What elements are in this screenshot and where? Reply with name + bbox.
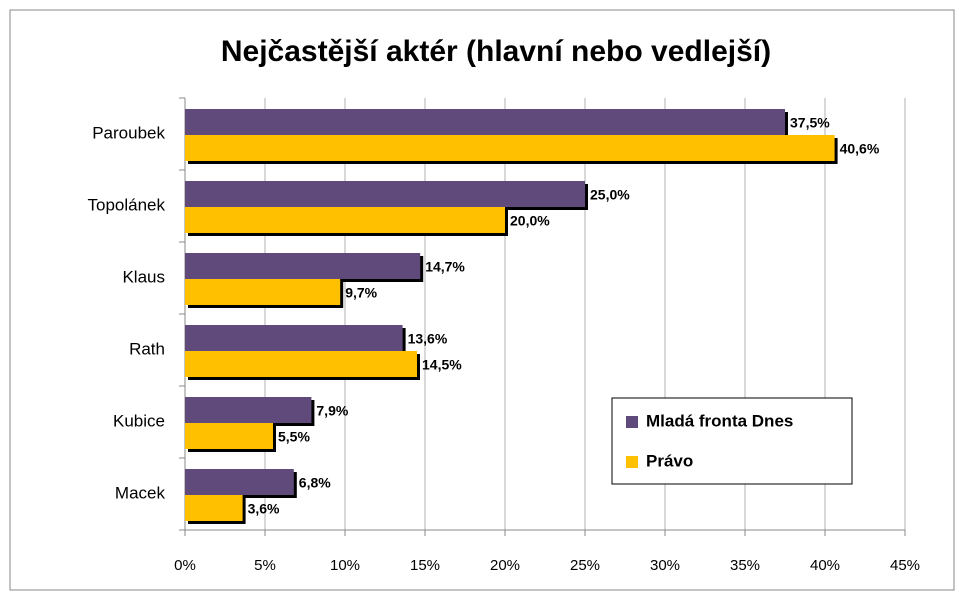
value-label: 3,6% xyxy=(248,501,280,517)
x-tick-label: 20% xyxy=(490,557,520,574)
chart-title: Nejčastější aktér (hlavní nebo vedlejší) xyxy=(221,35,771,68)
value-label: 9,7% xyxy=(345,285,377,301)
x-tick-label: 40% xyxy=(810,557,840,574)
x-tick-label: 25% xyxy=(570,557,600,574)
bar xyxy=(185,397,312,423)
y-tick-label: Kubice xyxy=(113,411,165,430)
x-tick-label: 15% xyxy=(410,557,440,574)
bar xyxy=(185,135,835,161)
bar xyxy=(185,351,417,377)
bar xyxy=(185,181,585,207)
x-tick-label: 10% xyxy=(330,557,360,574)
y-tick-label: Topolánek xyxy=(87,195,165,214)
legend-swatch xyxy=(626,416,638,428)
value-label: 13,6% xyxy=(408,331,448,347)
x-tick-label: 35% xyxy=(730,557,760,574)
value-label: 40,6% xyxy=(840,141,880,157)
bar xyxy=(185,207,505,233)
legend-label: Mladá fronta Dnes xyxy=(646,411,793,430)
x-tick-label: 45% xyxy=(890,557,920,574)
x-tick-label: 5% xyxy=(254,557,276,574)
y-tick-label: Macek xyxy=(115,483,166,502)
legend-box xyxy=(611,397,853,485)
y-tick-label: Klaus xyxy=(122,267,165,286)
value-label: 7,9% xyxy=(316,403,348,419)
value-label: 5,5% xyxy=(278,429,310,445)
y-tick-label: Paroubek xyxy=(92,123,165,142)
bar xyxy=(185,469,294,495)
legend-label: Právo xyxy=(646,451,693,470)
x-tick-label: 30% xyxy=(650,557,680,574)
value-label: 20,0% xyxy=(510,213,550,229)
bar xyxy=(185,423,273,449)
value-label: 37,5% xyxy=(790,115,830,131)
bar xyxy=(185,279,341,305)
y-tick-label: Rath xyxy=(129,339,165,358)
chart-frame xyxy=(9,9,955,591)
bar xyxy=(185,109,785,135)
value-label: 14,5% xyxy=(422,357,462,373)
x-tick-label: 0% xyxy=(174,557,196,574)
bar xyxy=(185,495,243,521)
value-label: 25,0% xyxy=(590,187,630,203)
value-label: 6,8% xyxy=(299,475,331,491)
legend-swatch xyxy=(626,456,638,468)
bar xyxy=(185,325,403,351)
bar xyxy=(185,253,421,279)
value-label: 14,7% xyxy=(425,259,465,275)
